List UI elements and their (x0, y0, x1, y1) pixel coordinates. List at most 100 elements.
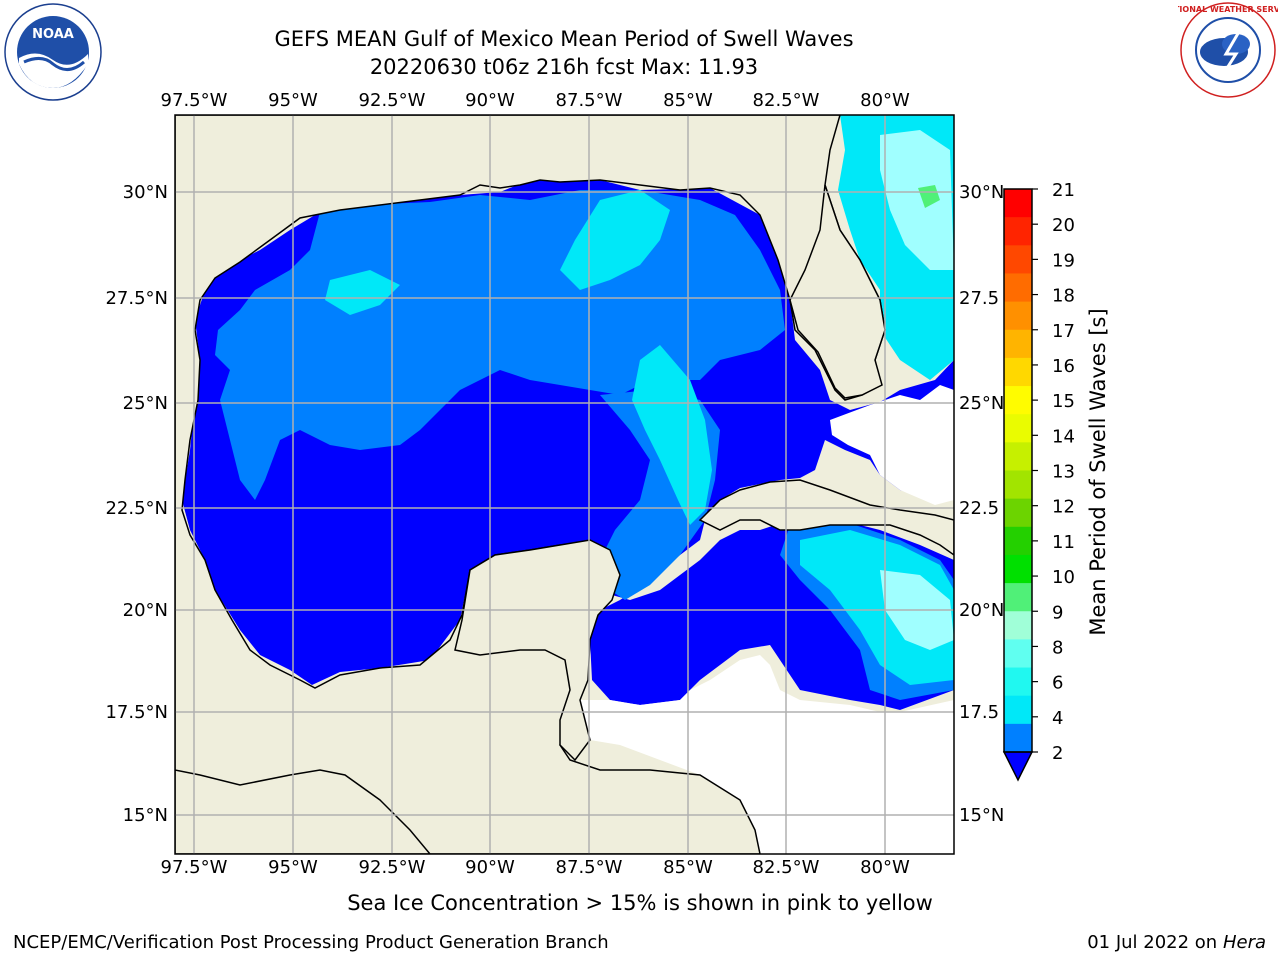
colorbar-swatch (1004, 414, 1032, 443)
colorbar-swatch (1004, 611, 1032, 640)
colorbar-swatch (1004, 217, 1032, 246)
lon-labels-bottom: 97.5°W 95°W 92.5°W 90°W 87.5°W 85°W 82.5… (161, 857, 910, 878)
colorbar-swatch (1004, 554, 1032, 584)
colorbar-swatch (1004, 245, 1032, 274)
lon-label: 90°W (465, 90, 515, 111)
map-title: GEFS MEAN Gulf of Mexico Mean Period of … (274, 27, 854, 51)
lat-labels-right: 30°N 27.5 25°N 22.5 20°N 17.5 15°N (959, 182, 1004, 826)
colorbar-tick-label: 19 (1052, 250, 1075, 271)
lat-label: 27.5 (959, 288, 999, 309)
colorbar-tick-label: 18 (1052, 286, 1075, 307)
sea-ice-note: Sea Ice Concentration > 15% is shown in … (347, 891, 933, 915)
gridlines (175, 115, 954, 854)
colorbar-tick-label: 21 (1052, 180, 1075, 201)
colorbar-tick-label: 17 (1052, 321, 1075, 342)
colorbar-tick-label: 10 (1052, 567, 1075, 588)
svg-text:NATIONAL WEATHER SERVICE: NATIONAL WEATHER SERVICE (1178, 5, 1278, 14)
lat-label: 27.5°N (105, 288, 168, 309)
land-cuba (698, 479, 954, 556)
colorbar-swatch (1004, 498, 1032, 528)
gulf-mid-field (215, 190, 785, 500)
no-data-caribbean (580, 655, 954, 854)
colorbar-swatch (1004, 273, 1032, 303)
colorbar-tick-label: 4 (1052, 708, 1063, 729)
lon-label: 92.5°W (359, 90, 426, 111)
nws-logo: NATIONAL WEATHER SERVICE (1178, 2, 1278, 98)
atlantic-green (918, 185, 940, 208)
atlantic-pale (880, 130, 954, 270)
lon-label: 85°W (663, 90, 713, 111)
colorbar-swatch (1004, 442, 1032, 471)
colorbar-tick-label: 15 (1052, 391, 1075, 412)
colorbar: 21 20 19 18 17 16 15 14 13 12 11 10 9 8 6 4 2 (1002, 180, 1075, 782)
lat-label: 22.5°N (105, 498, 168, 519)
colorbar-swatch (1004, 695, 1032, 725)
colorbar-tick-label: 8 (1052, 637, 1063, 658)
gulf-light-patch (560, 190, 670, 290)
colorbar-tick-label: 9 (1052, 602, 1063, 623)
gulf-light-band (632, 345, 712, 525)
colorbar-swatch (1004, 301, 1032, 331)
lon-label: 97.5°W (161, 857, 228, 878)
footer-branch: NCEP/EMC/Verification Post Processing Pr… (13, 932, 609, 953)
colorbar-swatch (1004, 329, 1032, 359)
gulf-light-patch-w (325, 270, 400, 315)
noaa-logo: NOAA (4, 3, 102, 101)
colorbar-tick-label: 2 (1052, 743, 1063, 764)
colorbar-tick-label: 16 (1052, 356, 1075, 377)
lon-label: 95°W (268, 857, 318, 878)
land-florida (789, 184, 886, 399)
lat-label: 20°N (123, 600, 168, 621)
lat-label: 22.5 (959, 498, 999, 519)
lat-label: 20°N (959, 600, 1004, 621)
lon-label: 87.5°W (556, 90, 623, 111)
land-yucatan (454, 539, 621, 762)
map-area (175, 115, 954, 854)
caribbean-light (800, 530, 954, 685)
colorbar-label: Mean Period of Swell Waves [s] (1086, 308, 1110, 635)
colorbar-swatch (1004, 583, 1032, 612)
colorbar-tick-label: 12 (1052, 497, 1075, 518)
colorbar-swatch (1004, 357, 1032, 387)
lon-label: 97.5°W (161, 90, 228, 111)
lat-label: 25°N (123, 393, 168, 414)
colorbar-extend (1002, 751, 1034, 782)
colorbar-swatch (1004, 470, 1032, 500)
colorbar-tick-label: 11 (1052, 532, 1075, 553)
footer-date: 01 Jul 2022 on Hera (1087, 932, 1266, 953)
lon-label: 82.5°W (753, 90, 820, 111)
colorbar-swatch (1004, 189, 1032, 218)
colorbar-tick-label: 14 (1052, 426, 1075, 447)
colorbar-swatch (1004, 723, 1032, 753)
lon-label: 80°W (860, 90, 910, 111)
lat-labels-left: 30°N 27.5°N 25°N 22.5°N 20°N 17.5°N 15°N (105, 182, 168, 826)
no-data-florida-strait (830, 385, 954, 505)
colorbar-swatch (1004, 526, 1032, 556)
lat-label: 17.5°N (105, 702, 168, 723)
lon-label: 85°W (663, 857, 713, 878)
map-frame (174, 114, 955, 855)
lat-label: 30°N (123, 182, 168, 203)
colorbar-swatch (1004, 386, 1032, 415)
lat-label: 17.5 (959, 702, 999, 723)
svg-text:NOAA: NOAA (32, 27, 74, 42)
colorbar-tick-label: 20 (1052, 215, 1075, 236)
lon-label: 87.5°W (556, 857, 623, 878)
lon-label: 82.5°W (753, 857, 820, 878)
map-subtitle: 20220630 t06z 216h fcst Max: 11.93 (369, 55, 759, 79)
colorbar-swatch (1004, 667, 1032, 697)
land-us-gulf-coast (175, 115, 886, 854)
lat-label: 15°N (123, 805, 168, 826)
lon-label: 92.5°W (359, 857, 426, 878)
lat-label: 15°N (959, 805, 1004, 826)
lon-labels-top: 97.5°W 95°W 92.5°W 90°W 87.5°W 85°W 82.5… (161, 90, 910, 111)
lon-label: 95°W (268, 90, 318, 111)
lon-label: 80°W (860, 857, 910, 878)
lon-label: 90°W (465, 857, 515, 878)
lat-label: 30°N (959, 182, 1004, 203)
colorbar-swatch (1004, 639, 1032, 669)
lat-label: 25°N (959, 393, 1004, 414)
colorbar-tick-label: 13 (1052, 462, 1075, 483)
colorbar-tick-label: 6 (1052, 673, 1063, 694)
